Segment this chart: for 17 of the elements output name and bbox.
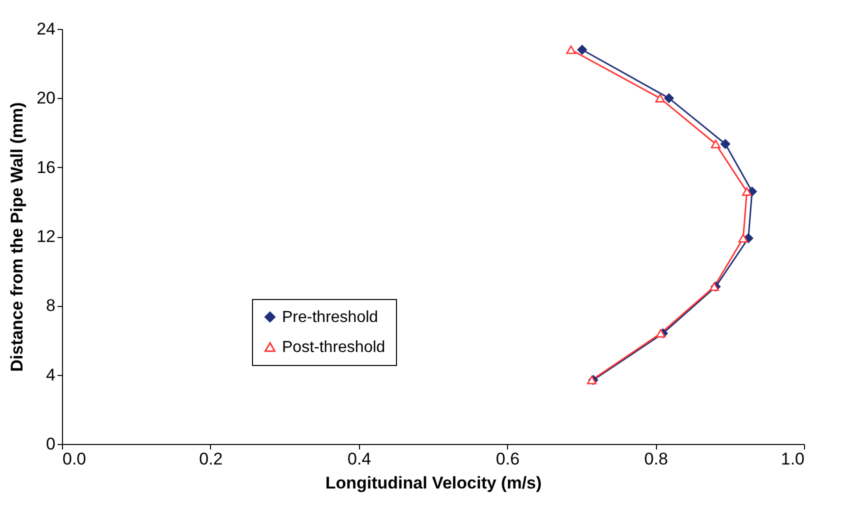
legend-label: Post-threshold xyxy=(282,339,386,356)
x-tick-label: 0.4 xyxy=(347,450,372,468)
y-tick-label: 24 xyxy=(36,20,56,38)
y-tick-label: 8 xyxy=(46,296,56,316)
legend-label: Pre-threshold xyxy=(282,309,378,326)
y-tick-label: 16 xyxy=(36,158,56,177)
y-axis-title: Distance from the Pipe Wall (mm) xyxy=(8,102,27,372)
x-tick-label: 0.6 xyxy=(496,450,520,468)
x-tick-label: 0.0 xyxy=(62,450,86,468)
y-tick-label: 12 xyxy=(36,227,56,246)
x-tick-label: 0.2 xyxy=(199,450,223,468)
y-tick-label: 4 xyxy=(46,365,56,384)
x-tick-label: 0.8 xyxy=(644,450,668,468)
y-tick-label: 20 xyxy=(36,88,56,108)
x-axis-title: Longitudinal Velocity (m/s) xyxy=(325,474,542,492)
y-tick-label: 0 xyxy=(46,434,56,454)
x-tick-label: 1.0 xyxy=(780,450,804,468)
